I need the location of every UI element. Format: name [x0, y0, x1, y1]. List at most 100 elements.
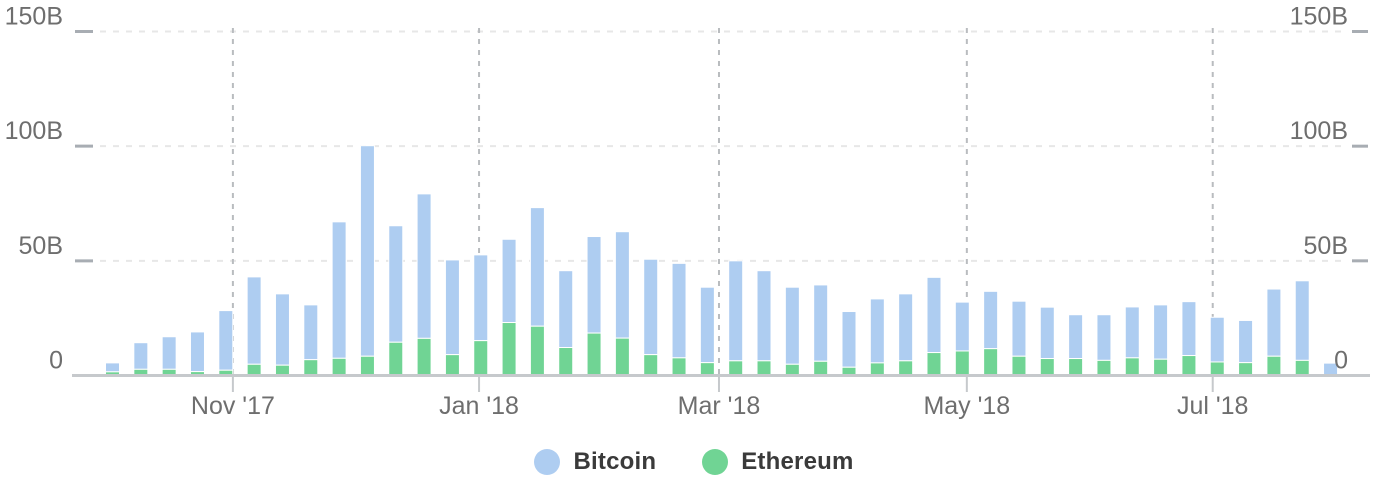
- x-axis-label: Jul '18: [1177, 392, 1248, 420]
- bar-segment-bitcoin[interactable]: [784, 286, 800, 365]
- bar-segment-ethereum[interactable]: [1153, 358, 1169, 377]
- stacked-bar-chart: Nov '17 Jan '18 Mar '18 May '18 Jul '18 0 0 50B…: [5, 3, 1370, 420]
- bar-segment-bitcoin[interactable]: [1124, 306, 1140, 359]
- bar-segment-bitcoin[interactable]: [416, 193, 432, 339]
- bar-segment-ethereum[interactable]: [1011, 355, 1027, 376]
- bar-segment-ethereum[interactable]: [1238, 362, 1254, 376]
- bar-segment-ethereum[interactable]: [1294, 359, 1310, 377]
- bar-segment-bitcoin[interactable]: [1294, 280, 1310, 361]
- bar-segment-ethereum[interactable]: [274, 364, 290, 376]
- legend: Bitcoin Ethereum: [0, 432, 1388, 492]
- bar-segment-ethereum[interactable]: [926, 352, 942, 377]
- bar-segment-bitcoin[interactable]: [1068, 314, 1084, 360]
- bar-segment-bitcoin[interactable]: [614, 231, 630, 339]
- bar-segment-ethereum[interactable]: [444, 354, 460, 377]
- bar-segment-ethereum[interactable]: [359, 355, 375, 376]
- bar-segment-bitcoin[interactable]: [869, 298, 885, 364]
- bar-segment-bitcoin[interactable]: [983, 290, 999, 350]
- bar-segment-bitcoin[interactable]: [1266, 288, 1282, 357]
- bar-segment-ethereum[interactable]: [728, 360, 744, 376]
- y-axis-label-left: 150B: [5, 3, 63, 31]
- bar-segment-bitcoin[interactable]: [246, 276, 262, 365]
- bar-segment-ethereum[interactable]: [1209, 361, 1225, 376]
- bar-segment-bitcoin[interactable]: [218, 310, 234, 371]
- bar-segment-ethereum[interactable]: [756, 360, 772, 376]
- bar-segment-bitcoin[interactable]: [926, 276, 942, 354]
- bar-segment-bitcoin[interactable]: [1209, 316, 1225, 363]
- bar-segment-ethereum[interactable]: [813, 360, 829, 377]
- bar-segment-ethereum[interactable]: [643, 354, 659, 377]
- bar-segment-ethereum[interactable]: [529, 325, 545, 376]
- bar-segment-ethereum[interactable]: [1124, 357, 1140, 377]
- bar-segment-bitcoin[interactable]: [586, 236, 602, 334]
- y-axis-label-right: 0: [1334, 347, 1348, 375]
- bar-segment-bitcoin[interactable]: [444, 259, 460, 356]
- bar-segment-ethereum[interactable]: [473, 340, 489, 376]
- bar-segment-bitcoin[interactable]: [274, 293, 290, 366]
- bar-segment-ethereum[interactable]: [1039, 358, 1055, 376]
- ethereum-swatch-icon: [702, 449, 729, 475]
- bar-segment-ethereum[interactable]: [869, 362, 885, 376]
- y-axis-label-left: 50B: [19, 232, 63, 260]
- bar-segment-bitcoin[interactable]: [841, 311, 857, 368]
- bar-segment-bitcoin[interactable]: [359, 145, 375, 357]
- bar-segment-ethereum[interactable]: [983, 348, 999, 376]
- bar-segment-bitcoin[interactable]: [1238, 319, 1254, 364]
- legend-item-bitcoin[interactable]: Bitcoin: [534, 448, 656, 476]
- bar-segment-ethereum[interactable]: [1181, 355, 1197, 377]
- bar-segment-ethereum[interactable]: [1096, 359, 1112, 377]
- legend-item-ethereum[interactable]: Ethereum: [702, 448, 853, 476]
- bar-segment-ethereum[interactable]: [303, 359, 319, 376]
- bar-segment-ethereum[interactable]: [246, 363, 262, 376]
- bar-segment-ethereum[interactable]: [501, 322, 517, 376]
- bar-segment-bitcoin[interactable]: [898, 293, 914, 362]
- bar-segment-bitcoin[interactable]: [1096, 314, 1112, 361]
- y-axis-label-right: 50B: [1304, 232, 1348, 260]
- bar-segment-bitcoin[interactable]: [501, 238, 517, 324]
- bar-segment-bitcoin[interactable]: [105, 362, 120, 373]
- bar-segment-bitcoin[interactable]: [303, 304, 319, 361]
- bar-segment-bitcoin[interactable]: [643, 258, 659, 356]
- bar-segment-ethereum[interactable]: [699, 362, 715, 376]
- bar-segment-ethereum[interactable]: [954, 350, 970, 376]
- bar-segment-bitcoin[interactable]: [728, 260, 744, 362]
- bar-segment-bitcoin[interactable]: [1181, 301, 1197, 357]
- bar-segment-bitcoin[interactable]: [331, 221, 347, 359]
- bar-segment-bitcoin[interactable]: [388, 225, 404, 343]
- bar-segment-ethereum[interactable]: [784, 363, 800, 376]
- bar-segment-bitcoin[interactable]: [699, 286, 715, 364]
- bar-segment-bitcoin[interactable]: [1153, 304, 1169, 360]
- bar-segment-bitcoin[interactable]: [473, 254, 489, 342]
- bar-segment-bitcoin[interactable]: [954, 301, 970, 352]
- y-axis-label-left: 0: [49, 347, 63, 375]
- bar-segment-bitcoin[interactable]: [671, 262, 687, 359]
- bar-segment-bitcoin[interactable]: [529, 207, 545, 327]
- x-axis-label: Mar '18: [678, 392, 761, 420]
- bar-segment-bitcoin[interactable]: [189, 331, 205, 373]
- x-axis-label: May '18: [923, 392, 1010, 420]
- bar-segment-ethereum[interactable]: [614, 337, 630, 376]
- bar-segment-bitcoin[interactable]: [1039, 306, 1055, 360]
- y-axis-label-right: 150B: [1290, 3, 1348, 31]
- legend-label-bitcoin: Bitcoin: [573, 448, 657, 475]
- bar-segment-bitcoin[interactable]: [558, 270, 574, 349]
- bar-segment-ethereum[interactable]: [586, 332, 602, 376]
- x-axis-label: Jan '18: [439, 392, 519, 420]
- y-axis-label-right: 100B: [1290, 117, 1348, 145]
- bar-segment-ethereum[interactable]: [898, 360, 914, 376]
- bar-segment-ethereum[interactable]: [331, 357, 347, 376]
- bar-segment-ethereum[interactable]: [388, 341, 404, 377]
- bar-segment-bitcoin[interactable]: [161, 336, 177, 370]
- bar-segment-bitcoin[interactable]: [133, 342, 149, 370]
- bar-segment-ethereum[interactable]: [1068, 358, 1084, 376]
- x-axis-label: Nov '17: [191, 392, 275, 420]
- bar-segment-bitcoin[interactable]: [756, 270, 772, 362]
- bar-segment-ethereum[interactable]: [558, 347, 574, 376]
- bitcoin-swatch-icon: [534, 449, 561, 475]
- bar-segment-bitcoin[interactable]: [1011, 300, 1027, 357]
- bar-segment-ethereum[interactable]: [1266, 355, 1282, 376]
- bar-segment-bitcoin[interactable]: [813, 284, 829, 362]
- bar-segment-ethereum[interactable]: [416, 337, 432, 376]
- bar-segment-ethereum[interactable]: [671, 357, 687, 377]
